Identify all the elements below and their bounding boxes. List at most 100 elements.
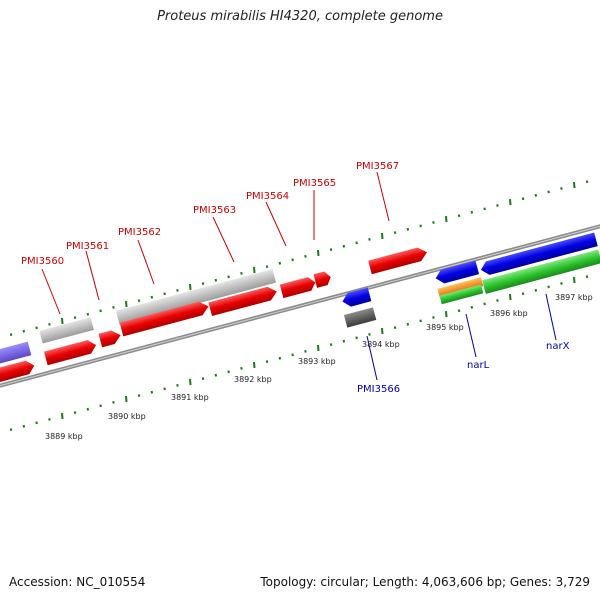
minor-tick — [406, 227, 410, 231]
gene-label-pmi3565[interactable]: PMI3565 — [293, 178, 336, 189]
minor-tick — [9, 333, 13, 337]
minor-tick — [214, 278, 218, 282]
scale-label-3896: 3896 kbp — [490, 309, 528, 318]
gene-label-pmi3567[interactable]: PMI3567 — [356, 161, 399, 172]
minor-tick — [86, 312, 90, 316]
minor-tick — [419, 319, 422, 323]
lower-tick-track — [9, 275, 589, 432]
minor-tick — [112, 400, 115, 404]
minor-tick — [432, 316, 435, 319]
minor-tick — [112, 305, 115, 309]
gene-arrow-green-large[interactable] — [482, 249, 600, 294]
gene-arrow-pmi3566[interactable] — [341, 287, 372, 309]
gene-label-narx[interactable]: narX — [546, 341, 570, 352]
major-tick — [61, 412, 64, 420]
minor-tick — [265, 265, 269, 269]
gene-arrow-pmi3562-gray[interactable] — [115, 269, 277, 325]
upper-tick-track — [9, 180, 589, 337]
minor-tick — [240, 271, 243, 275]
reverse-strand-features — [341, 232, 600, 328]
gene-arrow-pmi3566-gray[interactable] — [343, 307, 377, 328]
gene-label-pmi3561[interactable]: PMI3561 — [66, 241, 109, 252]
gene-arrow-pmi3561[interactable] — [98, 328, 123, 348]
minor-tick — [534, 193, 538, 197]
gene-label-narl[interactable]: narL — [467, 360, 490, 371]
minor-tick — [176, 288, 179, 292]
minor-tick — [99, 404, 102, 408]
major-tick — [573, 182, 576, 189]
minor-tick — [393, 231, 397, 235]
minor-tick — [483, 207, 486, 211]
minor-tick — [86, 407, 90, 411]
gene-arrow-lower-left-0[interactable] — [0, 359, 36, 384]
minor-tick — [470, 305, 474, 309]
minor-tick — [342, 339, 346, 343]
forward-leader-lines — [41, 171, 390, 315]
minor-tick — [35, 421, 38, 425]
scale-label-3897: 3897 kbp — [555, 293, 593, 302]
minor-tick — [73, 316, 77, 320]
gene-arrow-green-small[interactable] — [439, 284, 484, 305]
gene-arrow-narx[interactable] — [479, 232, 598, 277]
major-tick — [445, 311, 448, 318]
genome-title: Proteus mirabilis HI4320, complete genom… — [157, 9, 443, 24]
major-tick — [125, 300, 128, 308]
minor-tick — [547, 190, 550, 194]
gene-arrow-pmi3565[interactable] — [279, 276, 317, 299]
minor-tick — [48, 417, 51, 421]
major-tick — [381, 232, 384, 240]
minor-tick — [278, 261, 282, 265]
minor-tick — [163, 292, 166, 296]
scale-label-3894: 3894 kbp — [362, 340, 400, 349]
accession-text: Accession: NC_010554 — [9, 575, 146, 589]
minor-tick — [547, 285, 550, 289]
gene-arrow-pmi3565b[interactable] — [313, 270, 332, 288]
major-tick — [125, 395, 128, 403]
minor-tick — [432, 221, 435, 224]
minor-tick — [368, 237, 371, 241]
gene-arrow-violet[interactable] — [0, 341, 32, 366]
gene-arrow-pmi3560-gray[interactable] — [39, 317, 94, 344]
scale-label-3892: 3892 kbp — [234, 375, 272, 384]
minor-tick — [240, 366, 243, 370]
minor-tick — [496, 299, 499, 302]
gene-arrow-pmi3563[interactable] — [119, 300, 211, 337]
minor-tick — [355, 336, 358, 340]
major-tick — [509, 294, 512, 301]
minor-tick — [291, 353, 294, 357]
minor-tick — [355, 241, 358, 245]
gene-label-pmi3563[interactable]: PMI3563 — [193, 205, 236, 216]
minor-tick — [470, 210, 474, 214]
minor-tick — [99, 309, 102, 313]
gene-arrow-pmi3564[interactable] — [208, 285, 278, 317]
genome-summary-text: Topology: circular; Length: 4,063,606 bp… — [260, 575, 590, 589]
major-tick — [189, 378, 192, 386]
minor-tick — [137, 394, 141, 398]
minor-tick — [585, 275, 589, 279]
major-tick — [253, 361, 256, 369]
gene-arrow-orange[interactable] — [437, 277, 484, 298]
forward-gene-labels: PMI3560 PMI3561 PMI3562 PMI3563 PMI3564 … — [21, 161, 399, 267]
minor-tick — [278, 356, 282, 360]
minor-tick — [9, 428, 13, 432]
minor-tick — [534, 288, 538, 292]
minor-tick — [48, 322, 51, 326]
minor-tick — [137, 299, 141, 303]
gene-label-pmi3562[interactable]: PMI3562 — [118, 227, 161, 238]
gene-label-pmi3564[interactable]: PMI3564 — [246, 191, 289, 202]
minor-tick — [585, 180, 589, 184]
minor-tick — [163, 387, 166, 391]
minor-tick — [560, 187, 563, 190]
gene-label-pmi3566[interactable]: PMI3566 — [357, 384, 400, 395]
minor-tick — [368, 332, 371, 336]
minor-tick — [342, 244, 346, 248]
major-tick — [317, 344, 320, 352]
minor-tick — [265, 360, 269, 364]
gene-arrow-narl[interactable] — [434, 260, 480, 286]
gene-label-pmi3560[interactable]: PMI3560 — [21, 256, 64, 267]
minor-tick — [73, 411, 77, 415]
gene-arrow-lower-left-1[interactable] — [44, 338, 98, 366]
gene-arrow-pmi3567[interactable] — [368, 246, 429, 275]
minor-tick — [419, 224, 422, 228]
